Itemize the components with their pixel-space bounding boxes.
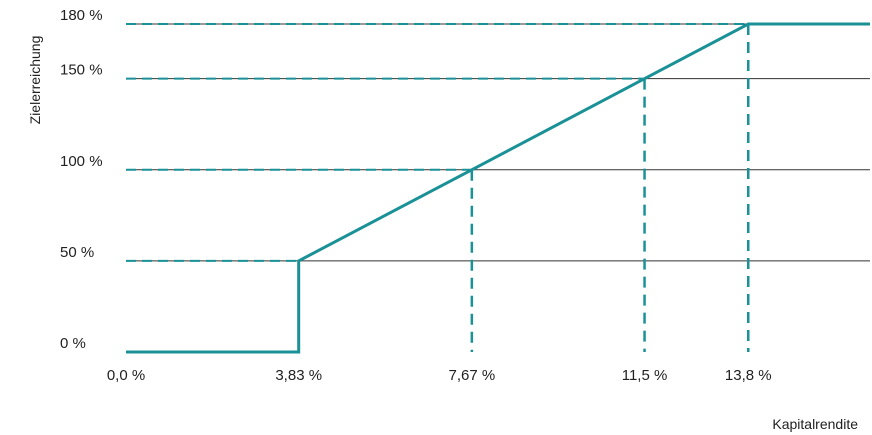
- y-tick-label: 100 %: [60, 153, 103, 170]
- x-axis-title: Kapitalrendite: [772, 416, 858, 432]
- y-tick-label: 150 %: [60, 62, 103, 79]
- grid-lines: [126, 23, 870, 262]
- x-tick-label: 11,5 %: [622, 367, 668, 384]
- y-tick-label: 180 %: [60, 7, 103, 24]
- series-layer: [126, 22, 870, 354]
- x-tick-label: 0,0 %: [107, 367, 145, 384]
- y-tick-label: 50 %: [60, 244, 94, 261]
- y-tick-label: 0 %: [60, 335, 86, 352]
- y-tick-labels: 0 % 50 % 100 % 150 % 180 %: [60, 7, 103, 352]
- x-tick-label: 7,67 %: [448, 367, 495, 384]
- x-tick-label: 3,83 %: [275, 367, 322, 384]
- x-tick-label: 13,8 %: [725, 367, 772, 384]
- series-line-0: [126, 22, 870, 354]
- y-axis-title: Zielerreichung: [27, 36, 43, 125]
- x-tick-labels: 0,0 % 3,83 % 7,67 % 11,5 % 13,8 %: [107, 367, 772, 384]
- reference-lines: [126, 23, 750, 352]
